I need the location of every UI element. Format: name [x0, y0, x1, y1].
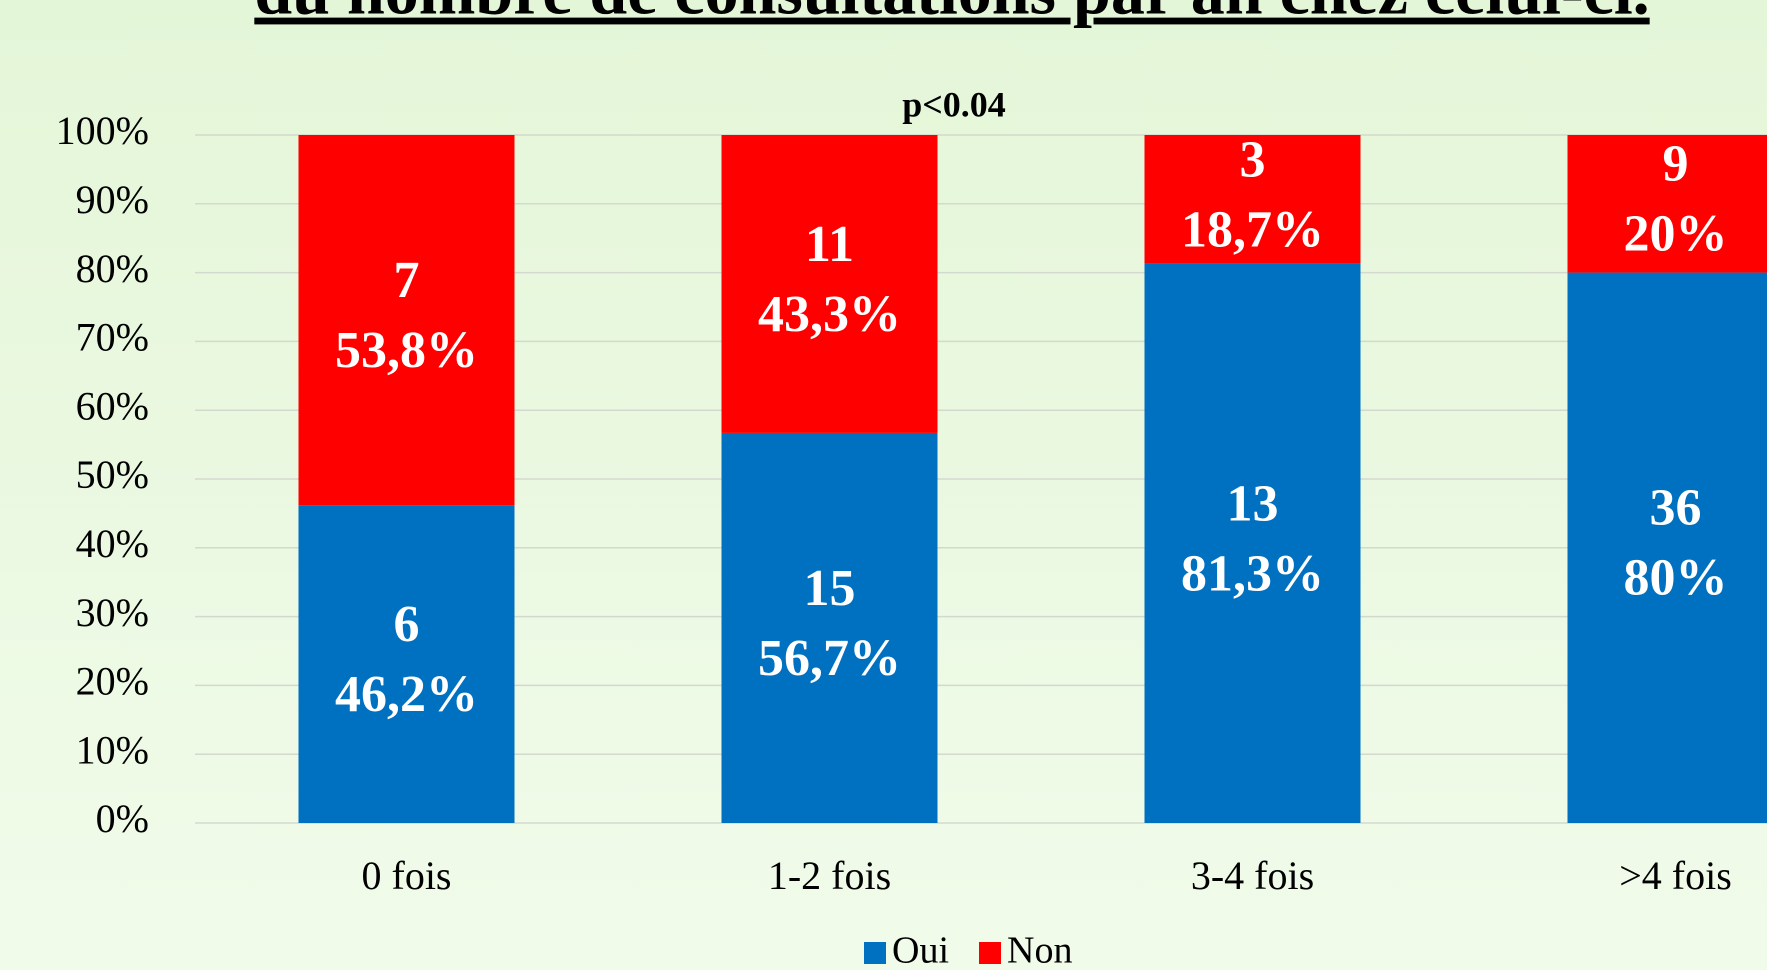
count-label: 11: [805, 216, 854, 273]
count-label: 15: [804, 560, 856, 617]
bar-segment: [1567, 135, 1767, 273]
count-label: 13: [1227, 475, 1279, 532]
bar-segment: [721, 135, 938, 433]
bar-segment: [1567, 272, 1767, 824]
count-label: 36: [1650, 480, 1702, 537]
legend-label: Non: [1007, 930, 1072, 970]
x-tick-label: 1-2 fois: [768, 853, 891, 898]
count-label: 9: [1663, 136, 1689, 193]
value-label: 18,7%: [1181, 201, 1324, 258]
value-label: 43,3%: [758, 286, 901, 343]
y-tick-label: 10%: [76, 727, 149, 772]
y-tick-label: 0%: [96, 796, 149, 841]
chart-title: du nombre de consultations par an chez c…: [254, 0, 1649, 29]
x-tick-label: 3-4 fois: [1191, 853, 1314, 898]
count-label: 6: [394, 596, 420, 653]
value-label: 80%: [1624, 550, 1728, 607]
y-tick-label: 20%: [76, 659, 149, 704]
value-label: 53,8%: [335, 322, 478, 379]
bar-segment: [1144, 263, 1361, 823]
annotation: p<0.04: [902, 84, 1006, 124]
value-label: 20%: [1624, 206, 1728, 263]
count-label: 3: [1240, 131, 1266, 188]
y-tick-label: 50%: [76, 452, 149, 497]
value-label: 81,3%: [1181, 545, 1324, 602]
value-label: 46,2%: [335, 666, 478, 723]
y-tick-label: 40%: [76, 521, 149, 566]
bar-segment: [298, 135, 515, 506]
y-tick-label: 90%: [76, 177, 149, 222]
bar-segment: [298, 505, 515, 823]
y-tick-label: 60%: [76, 383, 149, 428]
value-label: 56,7%: [758, 630, 901, 687]
y-tick-label: 30%: [76, 590, 149, 635]
y-tick-label: 100%: [56, 108, 149, 153]
x-tick-label: >4 fois: [1619, 853, 1732, 898]
legend-swatch: [979, 942, 1001, 964]
legend-swatch: [864, 942, 886, 964]
y-tick-label: 80%: [76, 246, 149, 291]
bar-segment: [721, 432, 938, 823]
bar-segment: [1144, 135, 1361, 264]
y-tick-label: 70%: [76, 315, 149, 360]
x-tick-label: 0 fois: [362, 853, 452, 898]
count-label: 7: [394, 252, 420, 309]
legend-label: Oui: [892, 930, 949, 970]
